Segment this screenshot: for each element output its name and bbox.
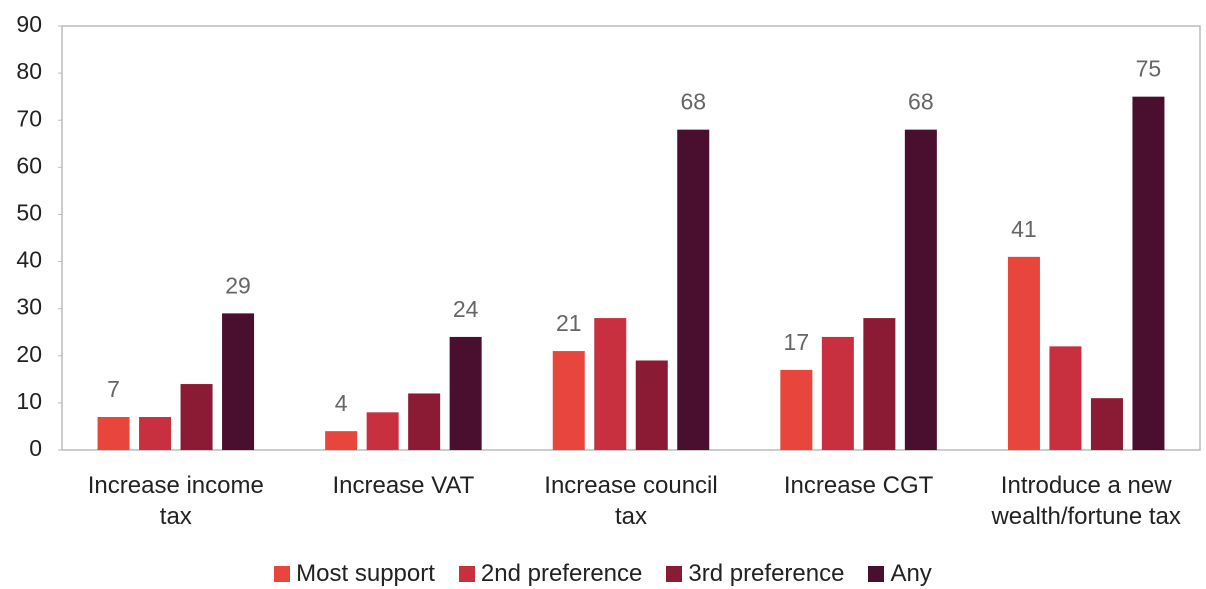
legend-item: 3rd preference [666, 560, 844, 588]
data-label: 41 [1011, 216, 1037, 242]
x-tick-label: Increase income tax [87, 472, 264, 530]
bar [408, 393, 441, 450]
data-label: 17 [784, 329, 810, 355]
y-tick-label: 40 [16, 247, 42, 273]
y-tick-label: 10 [16, 388, 42, 414]
legend-swatch [274, 566, 291, 582]
y-tick-label: 30 [16, 294, 42, 320]
data-label: 21 [556, 310, 582, 336]
bar [1049, 346, 1082, 450]
y-tick-label: 50 [16, 200, 42, 226]
legend-item: Any [868, 560, 932, 588]
bar [635, 360, 668, 450]
bar [821, 336, 854, 450]
data-label: 7 [107, 376, 120, 402]
data-label: 4 [335, 390, 348, 416]
data-label: 68 [908, 89, 934, 115]
legend-swatch [666, 566, 683, 582]
bar [222, 313, 255, 450]
bar [180, 384, 213, 450]
x-tick-label: Introduce a new wealth/fortune tax [991, 472, 1181, 530]
legend: Most support 2nd preference 3rd preference… [0, 560, 1206, 588]
x-tick-label: Increase council tax [544, 472, 718, 530]
legend-label: Any [890, 560, 932, 587]
bar [97, 417, 130, 450]
legend-label: 3rd preference [688, 560, 845, 587]
data-label: 29 [225, 272, 251, 298]
legend-item: 2nd preference [458, 560, 643, 588]
bar [325, 431, 358, 450]
bar [904, 129, 937, 450]
bar [1090, 398, 1123, 450]
bar [552, 351, 585, 450]
plot-frame [61, 25, 1201, 451]
data-label: 24 [453, 296, 479, 322]
bar [449, 336, 482, 450]
bar [780, 369, 813, 450]
y-tick-label: 70 [16, 105, 42, 131]
bar [677, 129, 710, 450]
data-label: 68 [680, 89, 706, 115]
y-tick-label: 80 [16, 58, 42, 84]
legend-swatch [458, 566, 475, 582]
bar [1007, 256, 1040, 450]
y-tick-label: 90 [16, 11, 42, 37]
bar [139, 417, 172, 450]
legend-item: Most support [274, 560, 435, 588]
legend-label: Most support [296, 560, 435, 587]
bar [594, 318, 627, 450]
bar [863, 318, 896, 450]
bar [1132, 96, 1165, 451]
x-tick-label: Increase VAT [332, 472, 475, 499]
legend-label: 2nd preference [480, 560, 643, 587]
legend-swatch [868, 566, 885, 582]
bar [366, 412, 399, 450]
y-tick-label: 0 [29, 435, 42, 461]
x-tick-label: Increase CGT [783, 472, 934, 499]
y-tick-label: 60 [16, 152, 42, 178]
data-label: 75 [1136, 56, 1162, 82]
y-tick-label: 20 [16, 341, 42, 367]
